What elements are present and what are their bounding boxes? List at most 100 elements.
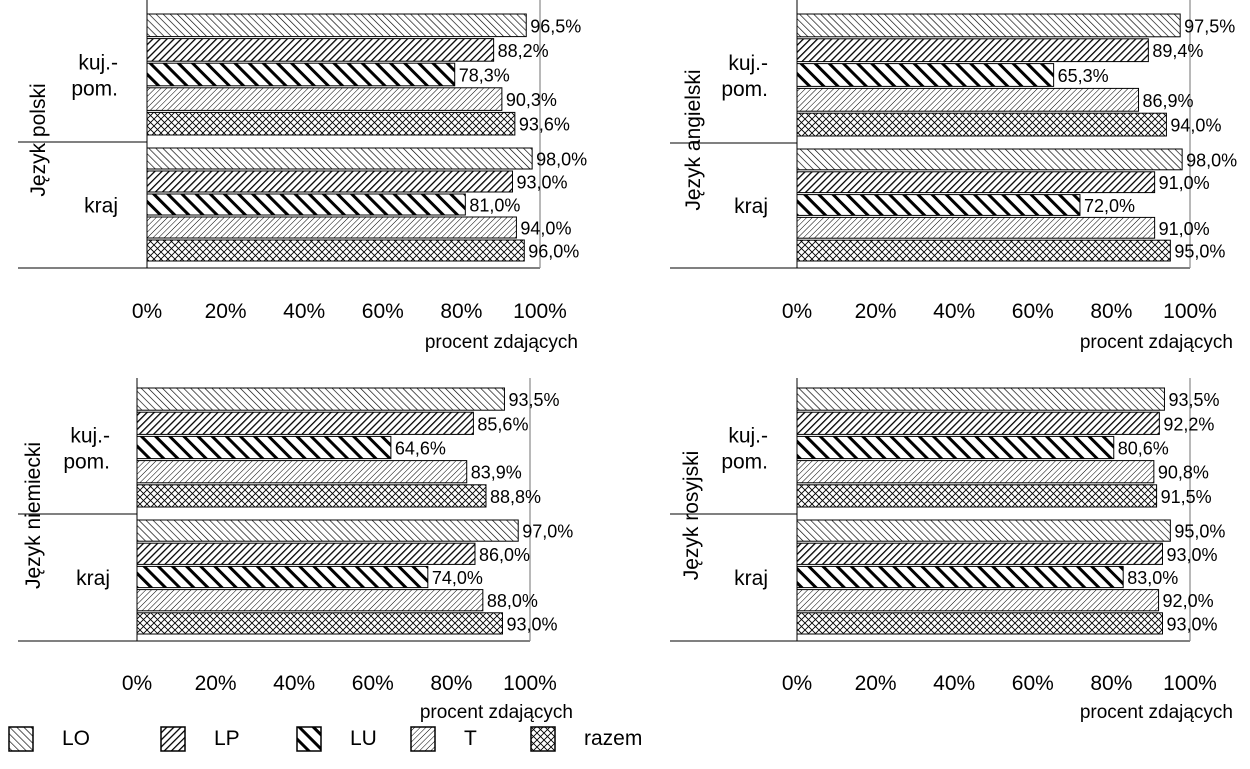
legend-label-lp: LP xyxy=(214,727,240,750)
bar-lo-kraj xyxy=(146,147,533,170)
bar-lp-kuj-pom xyxy=(796,38,1149,63)
data-label-lu: 72,0% xyxy=(1084,196,1135,216)
bar-razem-kuj-pom xyxy=(136,484,487,508)
legend-swatch-razem-icon xyxy=(530,726,556,752)
data-label-lu: 78,3% xyxy=(459,66,510,86)
legend-swatch-lo-icon xyxy=(8,726,34,752)
chart-panel-j-zyk-angielski: Język angielski 0% 20% 40% 60% 80% 100% procent… xyxy=(670,0,1237,353)
bar-lu-kuj-pom xyxy=(796,63,1055,87)
bar-t-kraj xyxy=(146,216,517,239)
bar-lo-kuj-pom xyxy=(136,387,505,411)
bar-t-kraj xyxy=(136,589,484,612)
data-label-lo: 93,5% xyxy=(1168,390,1219,410)
x-tick-label: 100% xyxy=(513,300,567,323)
x-tick-label: 40% xyxy=(273,672,315,695)
data-label-lp: 93,0% xyxy=(516,173,567,193)
legend-label-lo: LO xyxy=(62,727,91,750)
bar-lo-kuj-pom xyxy=(796,387,1165,411)
bar-lu-kraj xyxy=(136,565,429,589)
bar-lu-kuj-pom xyxy=(136,435,392,460)
legend-item-t: T xyxy=(410,722,477,756)
data-label-lo: 96,5% xyxy=(530,16,581,36)
chart-panel-j-zyk-rosyjski: Język rosyjski 0% 20% 40% 60% 80% 100% procent … xyxy=(670,378,1233,723)
category-label-kraj: kraj xyxy=(76,567,110,590)
x-tick-label: 20% xyxy=(855,672,897,695)
x-tick-label: 20% xyxy=(195,672,237,695)
category-label-kuj-pom: kuj.-pom. xyxy=(721,425,768,474)
y-axis-title: Język niemiecki xyxy=(22,442,45,589)
category-label-kuj-pom: kuj.-pom. xyxy=(63,425,110,474)
x-tick-label: 80% xyxy=(1090,672,1132,695)
data-label-lu: 64,6% xyxy=(395,439,446,459)
x-axis-title: procent zdających xyxy=(1080,332,1233,353)
bar-t-kraj xyxy=(796,216,1156,239)
data-label-lp: 85,6% xyxy=(477,414,528,434)
category-label-kuj-pom: kuj.-pom. xyxy=(721,52,768,101)
data-label-t: 86,9% xyxy=(1143,91,1194,111)
bar-lu-kraj xyxy=(796,194,1081,216)
x-tick-label: 80% xyxy=(1090,300,1132,323)
data-label-lo: 95,0% xyxy=(1174,522,1225,542)
legend-swatch-lp-icon xyxy=(160,726,186,752)
bar-t-kuj-pom xyxy=(136,460,468,484)
data-label-t: 90,3% xyxy=(506,90,557,110)
data-label-razem: 93,6% xyxy=(519,115,570,135)
y-axis-title: Język polski xyxy=(27,83,50,196)
data-label-lu: 81,0% xyxy=(469,196,520,216)
data-label-razem: 95,0% xyxy=(1174,242,1225,262)
data-label-lp: 88,2% xyxy=(498,41,549,61)
data-label-lp: 92,2% xyxy=(1163,414,1214,434)
y-axis-title: Język rosyjski xyxy=(680,451,703,581)
bar-razem-kuj-pom xyxy=(796,484,1158,508)
data-label-lp: 91,0% xyxy=(1159,173,1210,193)
data-label-lo: 97,5% xyxy=(1184,16,1235,36)
x-tick-label: 80% xyxy=(430,672,472,695)
bar-lp-kraj xyxy=(136,542,476,565)
x-tick-label: 60% xyxy=(362,300,404,323)
bar-lp-kraj xyxy=(796,171,1156,194)
x-tick-label: 0% xyxy=(122,672,152,695)
bar-lu-kraj xyxy=(146,193,466,216)
x-tick-label: 40% xyxy=(933,300,975,323)
bar-razem-kraj xyxy=(796,239,1171,262)
data-label-lo: 98,0% xyxy=(1186,150,1237,170)
x-tick-label: 80% xyxy=(440,300,482,323)
bar-lp-kraj xyxy=(146,170,513,193)
bar-t-kuj-pom xyxy=(796,460,1155,484)
chart-panel-j-zyk-niemiecki: Język niemiecki 0% 20% 40% 60% 80% 100% procent… xyxy=(18,378,573,723)
x-tick-label: 0% xyxy=(782,672,812,695)
data-label-lo: 93,5% xyxy=(508,390,559,410)
bar-t-kuj-pom xyxy=(796,87,1140,112)
legend-item-lo: LO xyxy=(8,722,90,756)
data-label-t: 91,0% xyxy=(1159,219,1210,239)
data-label-t: 92,0% xyxy=(1163,591,1214,611)
data-label-razem: 93,0% xyxy=(506,614,557,634)
data-label-lo: 98,0% xyxy=(536,150,587,170)
data-label-lu: 80,6% xyxy=(1118,439,1169,459)
bar-razem-kraj xyxy=(796,612,1163,635)
bar-lp-kuj-pom xyxy=(136,411,474,435)
bar-t-kraj xyxy=(796,589,1160,612)
bar-razem-kraj xyxy=(136,612,503,635)
legend-item-lp: LP xyxy=(160,722,240,756)
category-label-kuj-pom: kuj.-pom. xyxy=(71,52,118,101)
legend-swatch-lu-icon xyxy=(296,726,322,752)
legend-item-razem: razem xyxy=(530,722,642,756)
bar-razem-kuj-pom xyxy=(146,111,516,136)
legend-label-razem: razem xyxy=(584,727,643,750)
data-label-lo: 97,0% xyxy=(522,522,573,542)
data-label-t: 88,0% xyxy=(487,591,538,611)
x-tick-label: 60% xyxy=(1012,672,1054,695)
bar-lo-kuj-pom xyxy=(146,13,527,38)
bar-razem-kuj-pom xyxy=(796,112,1167,137)
data-label-lu: 65,3% xyxy=(1058,66,1109,86)
bar-lu-kuj-pom xyxy=(796,435,1115,460)
x-tick-label: 40% xyxy=(933,672,975,695)
x-tick-label: 100% xyxy=(1163,672,1217,695)
bar-lo-kraj xyxy=(796,148,1183,171)
x-tick-label: 20% xyxy=(205,300,247,323)
x-tick-label: 20% xyxy=(855,300,897,323)
x-tick-label: 60% xyxy=(352,672,394,695)
chart-panel-j-zyk-polski: Język polski 0% 20% 40% 60% 80% 100% procent zd… xyxy=(18,0,587,353)
data-label-t: 83,9% xyxy=(471,463,522,483)
